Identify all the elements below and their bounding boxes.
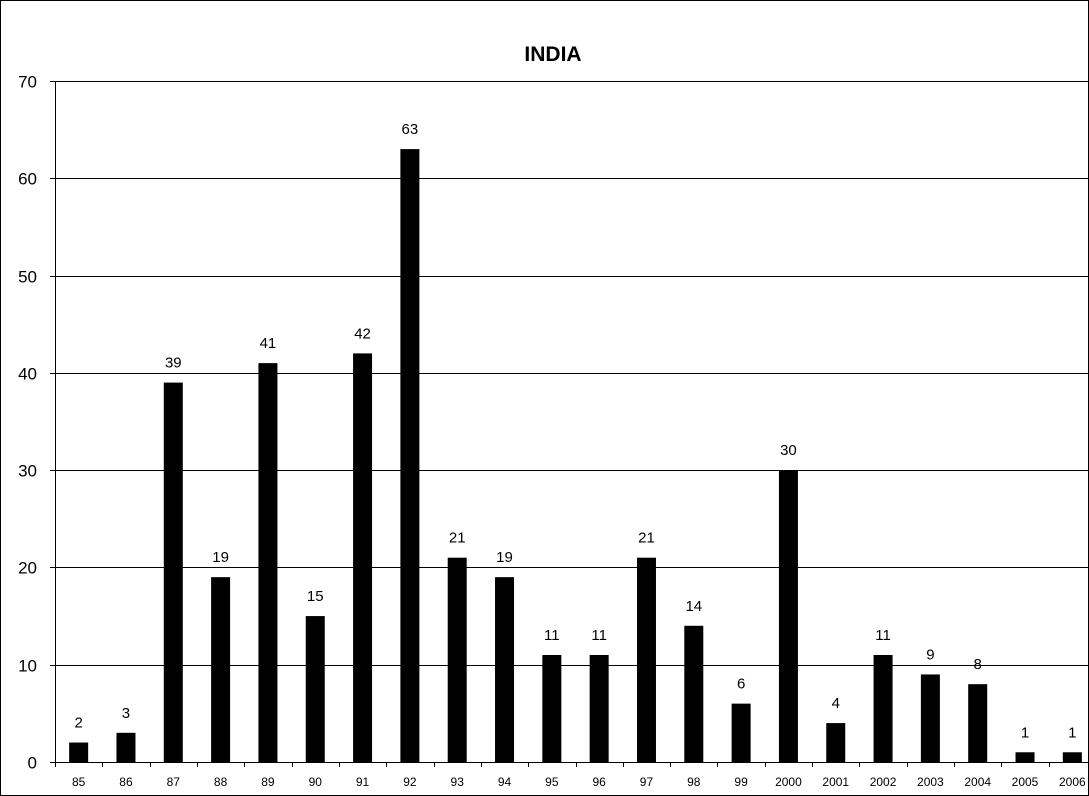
data-label: 3: [122, 705, 130, 722]
data-label: 19: [496, 549, 513, 566]
data-label: 42: [354, 325, 371, 342]
data-label: 9: [926, 646, 934, 663]
x-tick-label: 96: [592, 775, 606, 789]
x-tick-label: 97: [640, 775, 654, 789]
x-tick-label: 2001: [822, 775, 849, 789]
data-label: 63: [402, 121, 419, 138]
bar: [968, 684, 988, 762]
x-tick-label: 2004: [964, 775, 991, 789]
data-label: 11: [591, 627, 607, 644]
bar: [1015, 752, 1035, 762]
x-tick-label: 2002: [870, 775, 897, 789]
data-label: 21: [638, 530, 655, 547]
bar: [873, 654, 893, 762]
x-tick-label: 90: [309, 775, 323, 789]
bar: [305, 616, 325, 762]
bar: [826, 723, 846, 762]
x-tick-label: 87: [167, 775, 181, 789]
bar: [495, 577, 515, 762]
data-label: 11: [875, 627, 891, 644]
bar: [920, 674, 940, 762]
bars: [69, 149, 1082, 763]
x-tick-label: 2000: [775, 775, 802, 789]
bar: [400, 149, 420, 763]
data-label: 39: [165, 355, 182, 372]
bar: [731, 703, 751, 762]
x-tick-label: 89: [261, 775, 275, 789]
y-tick-label: 70: [18, 73, 37, 92]
data-label: 11: [544, 627, 560, 644]
y-tick-label: 40: [18, 365, 37, 384]
bar: [684, 625, 704, 762]
data-label: 30: [780, 442, 797, 459]
y-tick-label: 30: [18, 462, 37, 481]
bar: [69, 742, 89, 762]
bar: [116, 732, 136, 762]
bar: [636, 557, 656, 762]
data-label: 1: [1068, 724, 1076, 741]
x-tick-label: 2005: [1012, 775, 1039, 789]
chart-title: INDIA: [524, 43, 581, 66]
data-label: 2: [74, 715, 82, 732]
data-label: 1: [1021, 724, 1029, 741]
x-tick-label: 95: [545, 775, 559, 789]
bar: [589, 654, 609, 762]
data-label: 8: [974, 656, 982, 673]
x-tick-label: 91: [356, 775, 370, 789]
data-label: 21: [449, 530, 466, 547]
x-tick-label: 99: [734, 775, 748, 789]
bar: [542, 654, 562, 762]
y-tick-label: 20: [18, 559, 37, 578]
x-tick-label: 88: [214, 775, 228, 789]
data-label: 4: [832, 695, 840, 712]
bar: [1062, 752, 1082, 762]
x-tick-label: 86: [119, 775, 133, 789]
bar: [258, 363, 278, 762]
bar: [211, 577, 231, 762]
y-tick-label: 10: [18, 657, 37, 676]
x-tick-label: 98: [687, 775, 701, 789]
y-tick-label: 60: [18, 170, 37, 189]
data-label: 19: [212, 549, 229, 566]
data-label: 41: [260, 335, 277, 352]
x-tick-label: 2006: [1059, 775, 1086, 789]
data-label: 15: [307, 588, 324, 605]
bar: [778, 470, 798, 762]
x-tick-label: 85: [72, 775, 86, 789]
y-tick-label: 0: [28, 754, 37, 773]
x-tick-labels: 85 86 87 88 89 90 91 92 93 94 95 96 97 98 99 2000 2001 20…: [72, 775, 1086, 789]
data-label: 6: [737, 676, 745, 693]
x-tick-label: 92: [403, 775, 417, 789]
y-tick-label: 50: [18, 268, 37, 287]
axes: [50, 81, 1089, 767]
x-tick-label: 2003: [917, 775, 944, 789]
data-label: 14: [685, 598, 702, 615]
x-tick-label: 94: [498, 775, 512, 789]
bar: [163, 382, 183, 762]
x-tick-label: 93: [451, 775, 465, 789]
y-tick-labels: 0 10 20 30 40 50 60 70: [18, 73, 37, 773]
bar: [353, 353, 373, 762]
bar: [447, 557, 467, 762]
